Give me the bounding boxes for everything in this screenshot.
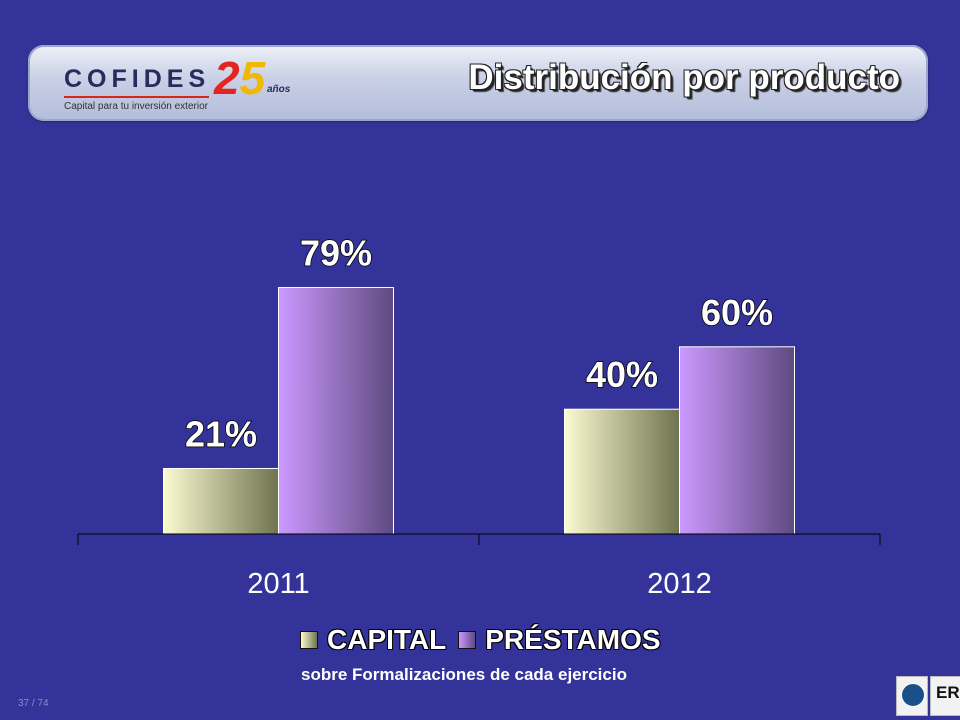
slide-title: Distribución por producto — [468, 58, 900, 97]
legend-item-prestamos: PRÉSTAMOS — [458, 624, 661, 656]
x-tick-label-2011: 2011 — [247, 568, 309, 600]
page-number: 37 / 74 — [18, 698, 49, 709]
bar-capital-2011 — [163, 467, 279, 535]
bar-prstamos-2012 — [679, 346, 795, 535]
logo-anniversary-word: años — [267, 84, 291, 95]
bar-capital-2012 — [564, 408, 680, 535]
x-tick-label-2012: 2012 — [647, 568, 712, 600]
chart-legend: CAPITAL PRÉSTAMOS — [300, 624, 673, 656]
data-label-capital-2011: 21% — [185, 413, 257, 454]
legend-item-capital: CAPITAL — [300, 624, 446, 656]
logo-anniversary-number: 25 — [214, 52, 266, 104]
legend-swatch-prestamos — [458, 631, 477, 649]
data-label-prstamos-2012: 60% — [701, 292, 773, 333]
logo-tagline: Capital para tu inversión exterior — [64, 101, 208, 112]
er-certification-badge: ER — [930, 676, 960, 716]
cofides-logo: COFIDES Capital para tu inversión exteri… — [64, 52, 324, 123]
legend-label-prestamos: PRÉSTAMOS — [485, 624, 661, 655]
logo-wordmark: COFIDES — [64, 65, 211, 93]
un-global-compact-badge — [896, 676, 928, 716]
logo-rule — [64, 96, 209, 98]
header-banner: COFIDES Capital para tu inversión exteri… — [28, 45, 928, 121]
data-label-capital-2012: 40% — [586, 354, 658, 395]
globe-icon — [901, 683, 925, 707]
er-certification-icon: ER — [936, 683, 960, 702]
data-label-prstamos-2011: 79% — [300, 233, 372, 274]
legend-swatch-capital — [300, 631, 318, 649]
bar-prstamos-2011 — [278, 287, 394, 535]
chart-footnote: sobre Formalizaciones de cada ejercicio — [301, 665, 627, 684]
legend-label-capital: CAPITAL — [327, 624, 447, 655]
